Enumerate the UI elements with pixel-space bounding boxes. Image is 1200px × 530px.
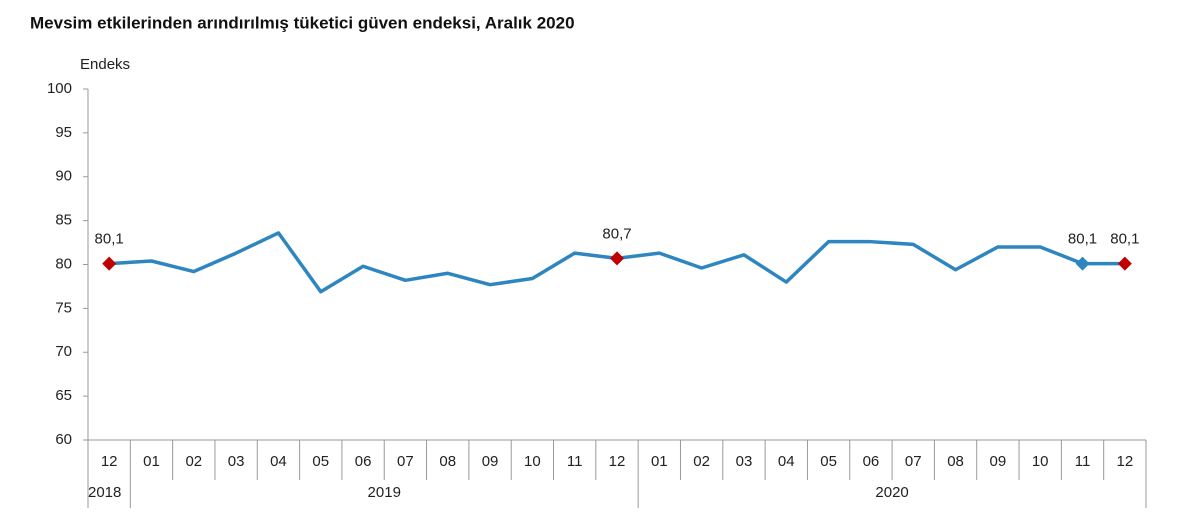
y-tick-label: 60 [55, 431, 72, 448]
x-tick-label: 12 [101, 453, 118, 470]
x-tick-label: 09 [990, 453, 1007, 470]
x-tick-label: 12 [1116, 453, 1133, 470]
x-tick-label: 06 [863, 453, 880, 470]
x-tick-label: 02 [185, 453, 202, 470]
x-tick-label: 02 [693, 453, 710, 470]
x-tick-label: 01 [143, 453, 160, 470]
x-tick-label: 05 [312, 453, 329, 470]
point-marker [1117, 256, 1132, 271]
x-tick-label: 03 [228, 453, 245, 470]
data-label: 80,7 [602, 225, 631, 242]
year-label: 2018 [88, 484, 121, 501]
x-tick-label: 11 [1075, 453, 1091, 470]
x-tick-label: 01 [651, 453, 668, 470]
x-tick-label: 09 [482, 453, 499, 470]
x-tick-label: 03 [736, 453, 753, 470]
x-tick-label: 08 [947, 453, 964, 470]
x-tick-label: 08 [439, 453, 456, 470]
x-tick-label: 06 [355, 453, 372, 470]
y-tick-label: 90 [55, 168, 72, 185]
x-tick-label: 10 [524, 453, 541, 470]
point-marker [610, 251, 624, 266]
x-tick-label: 04 [270, 453, 287, 470]
x-tick-label: 12 [609, 453, 626, 470]
y-tick-label: 65 [55, 387, 72, 404]
x-tick-label: 07 [905, 453, 922, 470]
year-label: 2019 [368, 484, 401, 501]
x-tick-label: 07 [397, 453, 414, 470]
y-tick-label: 100 [47, 80, 72, 97]
data-label: 80,1 [1068, 231, 1097, 248]
y-tick-label: 80 [55, 255, 72, 272]
chart-title: Mevsim etkilerinden arındırılmış tüketic… [30, 13, 575, 32]
y-axis-label: Endeks [80, 56, 130, 73]
x-tick-label: 11 [567, 453, 583, 470]
y-tick-label: 95 [55, 124, 72, 141]
data-label: 80,1 [1110, 231, 1139, 248]
point-marker [102, 256, 117, 271]
y-tick-label: 85 [55, 212, 72, 229]
year-label: 2020 [875, 484, 908, 501]
data-label: 80,1 [95, 231, 124, 248]
y-tick-label: 75 [55, 299, 72, 316]
x-tick-label: 05 [820, 453, 837, 470]
y-tick-label: 70 [55, 343, 72, 360]
x-tick-label: 10 [1032, 453, 1049, 470]
x-tick-label: 04 [778, 453, 795, 470]
point-marker [1075, 256, 1090, 271]
